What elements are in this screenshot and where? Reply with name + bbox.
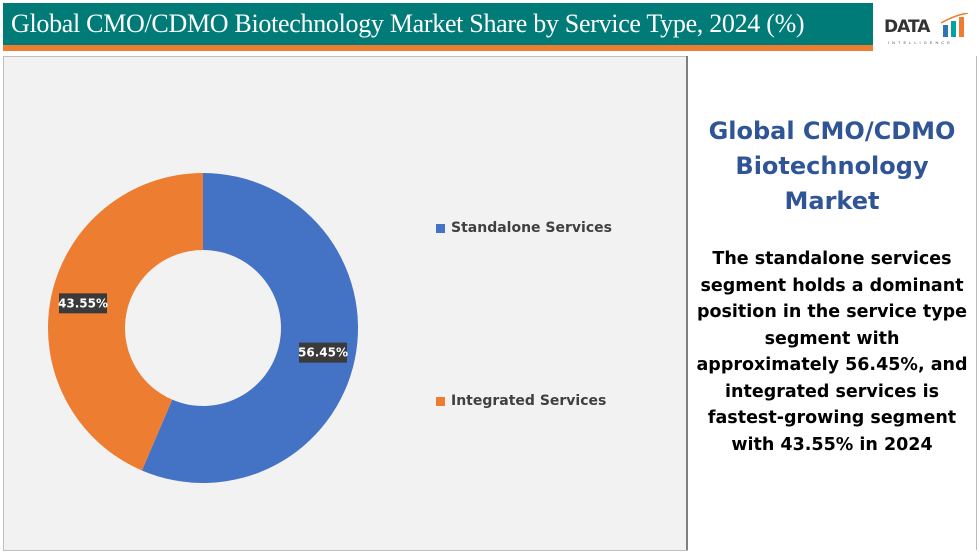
legend-swatch [436, 396, 445, 406]
text-line: approximately 56.45%, and [696, 355, 968, 375]
datam-intelligence-logo: DATA INTELLIGENCE [876, 3, 976, 51]
legend-item-standalone: Standalone Services [436, 220, 612, 236]
summary-title: Global CMO/CDMO Biotechnology Market [688, 114, 976, 219]
donut-slice-2 [48, 173, 203, 471]
svg-text:43.55%: 43.55% [58, 296, 108, 310]
logo-subtext: INTELLIGENCE [888, 40, 953, 45]
text-line: with 43.55% in 2024 [731, 434, 933, 455]
donut-chart: 56.45% 43.55% [48, 173, 359, 483]
data-label: 56.45% [298, 342, 348, 363]
legend-label: Standalone Services [451, 220, 612, 236]
summary-text: The standalone services segment holds a … [688, 246, 976, 458]
text-line: position in the service type [696, 302, 968, 322]
data-label: 43.55% [58, 293, 108, 314]
summary-panel: Global CMO/CDMO Biotechnology Market The… [688, 56, 977, 550]
text-line: The standalone services [712, 249, 952, 269]
text-line: fastest-growing segment [707, 408, 957, 428]
logo-bars-icon [941, 13, 969, 37]
chart-title: Global CMO/CDMO Biotechnology Market Sha… [11, 9, 805, 38]
header-accent-stripe [3, 45, 873, 51]
chart-area: 56.45% 43.55% Standalone Services Integra… [3, 56, 688, 551]
title-line: Global CMO/CDMO [708, 117, 956, 145]
text-line: integrated services is [725, 381, 939, 402]
legend-item-integrated: Integrated Services [436, 393, 606, 409]
logo-text: DATA [884, 17, 930, 37]
text-line: segment holds a dominant [700, 275, 964, 296]
header-bar: Global CMO/CDMO Biotechnology Market Sha… [3, 3, 873, 45]
panel-divider [686, 56, 688, 550]
legend-swatch [436, 223, 445, 233]
text-line: segment with [764, 328, 900, 349]
donut-slice-1 [141, 173, 359, 483]
legend-label: Integrated Services [451, 393, 607, 409]
title-line: Market [784, 187, 880, 215]
title-line: Biotechnology [735, 152, 929, 180]
svg-text:56.45%: 56.45% [298, 346, 348, 360]
